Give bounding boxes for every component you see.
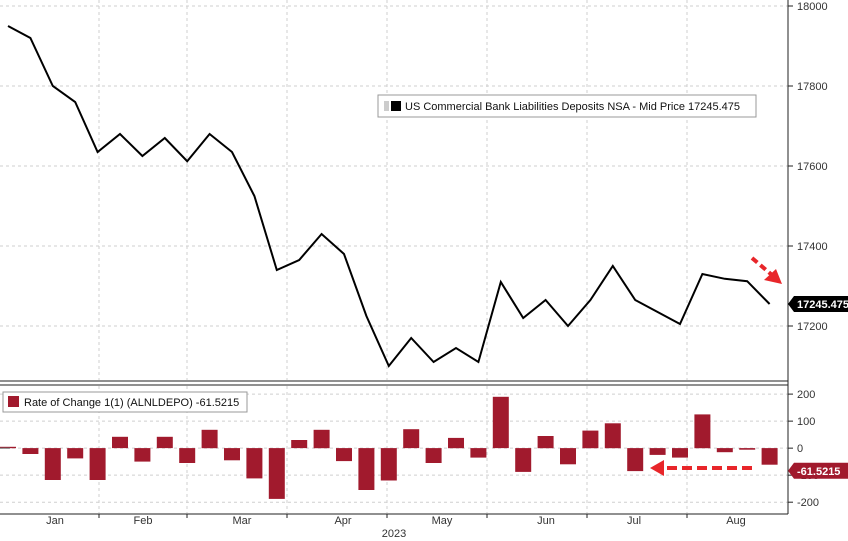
bottom-arrow-head <box>650 460 664 476</box>
bottom-legend-label: Rate of Change 1(1) (ALNLDEPO) -61.5215 <box>24 397 239 409</box>
rate-of-change-bars <box>0 396 778 499</box>
bottom-y-tick-label: 200 <box>797 389 815 401</box>
top-last-value-label: 17245.475 <box>797 299 848 311</box>
rate-bar <box>627 448 644 472</box>
rate-bar <box>224 448 240 461</box>
top-y-tick-label: 17200 <box>797 321 828 333</box>
top-y-axis: 17200 17400 17600 17800 18000 <box>788 1 828 333</box>
x-month-label: Aug <box>726 515 746 527</box>
rate-bar <box>403 429 420 449</box>
bottom-y-tick-label: -200 <box>797 497 819 509</box>
rate-bar <box>112 436 128 449</box>
rate-bar <box>537 436 554 449</box>
top-panel-gridlines <box>0 0 788 380</box>
rate-bar <box>0 446 16 449</box>
top-last-value-box <box>788 296 848 312</box>
legend-gray-swatch <box>384 101 389 111</box>
rate-bar <box>672 448 688 458</box>
rate-bar <box>515 448 532 472</box>
top-legend: US Commercial Bank Liabilities Deposits … <box>377 94 757 118</box>
rate-bar <box>44 448 61 480</box>
rate-bar <box>425 448 442 463</box>
rate-bar <box>201 429 218 449</box>
rate-bar <box>358 448 375 490</box>
top-y-tick-label: 18000 <box>797 1 828 13</box>
x-month-label: Apr <box>334 515 351 527</box>
rate-bar <box>448 437 464 449</box>
rate-bar <box>582 430 599 449</box>
top-y-tick-label: 17600 <box>797 161 828 173</box>
top-legend-box <box>377 94 757 118</box>
bottom-legend: Rate of Change 1(1) (ALNLDEPO) -61.5215 <box>2 391 248 413</box>
rate-bar <box>560 448 576 465</box>
rate-bar <box>179 448 196 463</box>
rate-bar <box>649 448 666 455</box>
bottom-last-value: -61.5215 <box>788 462 848 479</box>
x-month-label: Jan <box>46 515 64 527</box>
top-y-tick-label: 17400 <box>797 241 828 253</box>
rate-bar <box>761 448 778 465</box>
rate-bar <box>134 448 151 462</box>
bottom-legend-box <box>2 391 248 413</box>
x-month-label: Feb <box>134 515 153 527</box>
bottom-y-tick-label: 0 <box>797 443 803 455</box>
rate-bar <box>67 448 84 459</box>
rate-bar <box>336 448 352 462</box>
rate-bar <box>604 423 621 449</box>
top-arrow-shaft <box>750 256 774 277</box>
top-last-value: 17245.475 <box>788 296 848 312</box>
x-month-label: May <box>432 515 453 527</box>
x-axis-labels: Jan Feb Mar Apr May Jun Jul Aug <box>46 514 746 527</box>
top-annotation-arrow <box>750 256 782 284</box>
rate-bar <box>246 448 263 479</box>
deposits-line <box>7 25 771 368</box>
top-arrow-head <box>764 269 782 284</box>
top-legend-label: US Commercial Bank Liabilities Deposits … <box>405 101 740 113</box>
rate-bar <box>470 448 487 458</box>
rate-bar <box>492 396 509 449</box>
rate-bar <box>291 440 308 449</box>
legend-black-swatch <box>391 101 401 111</box>
x-month-label: Mar <box>233 515 252 527</box>
rate-bar <box>268 448 285 499</box>
rate-bar <box>156 436 173 449</box>
x-month-label: Jul <box>627 515 641 527</box>
bottom-y-axis: -200-1000100200 <box>788 389 819 509</box>
top-y-tick-label: 17800 <box>797 81 828 93</box>
bottom-annotation-arrow <box>650 460 752 476</box>
rate-bar <box>739 448 756 450</box>
rate-bar <box>89 448 106 480</box>
rate-bar <box>313 429 330 449</box>
legend-red-swatch <box>8 396 19 407</box>
x-month-label: Jun <box>537 515 555 527</box>
x-axis-year-label: 2023 <box>382 528 406 540</box>
bottom-last-value-box <box>788 462 848 479</box>
bottom-y-tick-label: 100 <box>797 416 815 428</box>
bottom-last-value-label: -61.5215 <box>797 466 840 478</box>
rate-bar <box>380 448 397 481</box>
rate-bar <box>22 448 39 454</box>
rate-bar <box>716 448 733 453</box>
rate-bar <box>694 414 711 449</box>
